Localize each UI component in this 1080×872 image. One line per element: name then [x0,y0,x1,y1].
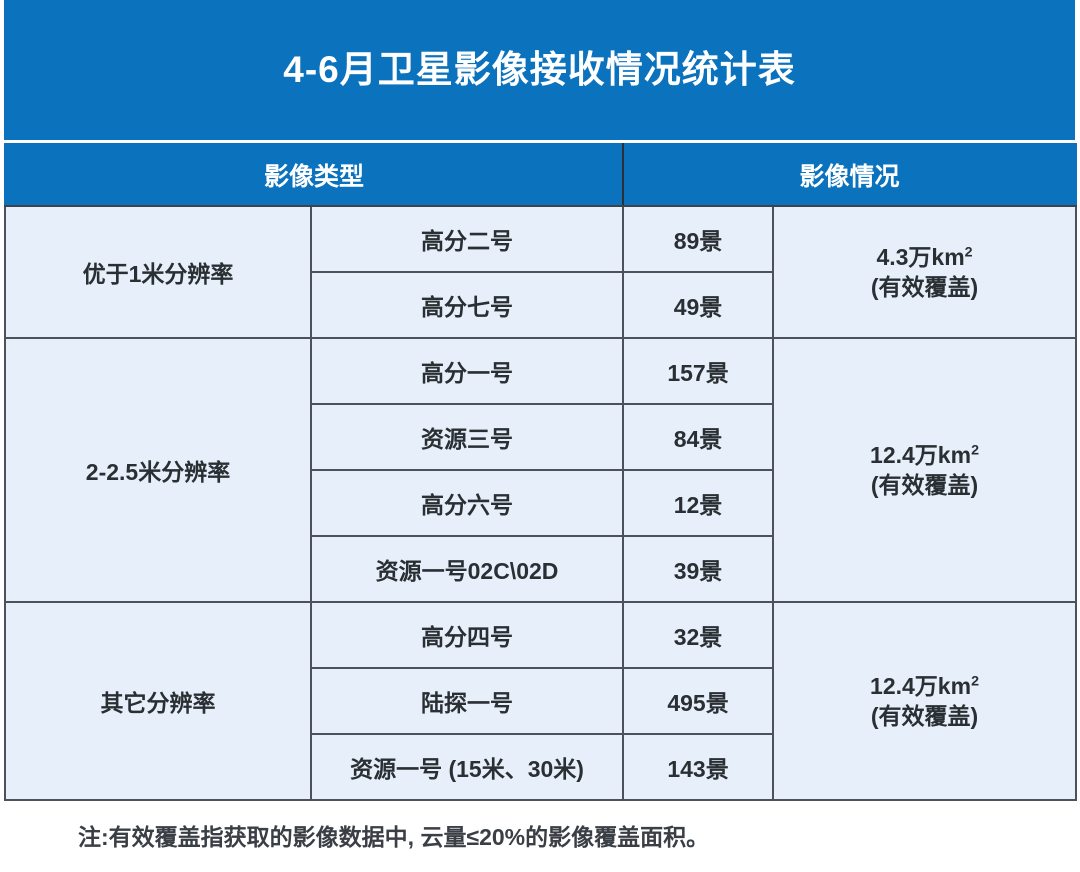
group-type-label: 2-2.5米分辨率 [4,337,312,603]
satellite-name: 资源三号 [309,403,625,471]
scene-count: 32景 [622,601,775,669]
scene-count: 49景 [622,271,775,339]
satellite-name: 高分七号 [309,271,625,339]
coverage-area-note: (有效覆盖) [870,472,979,498]
column-header-image-type: 影像类型 [3,143,625,207]
area-exponent: 2 [971,672,979,689]
coverage-area-note: (有效覆盖) [870,274,979,300]
scene-count: 495景 [622,667,775,735]
table-row: 优于1米分辨率 高分二号 89景 4.3万km2 (有效覆盖) [4,205,1078,339]
scene-count: 84景 [622,403,775,471]
title-banner: 4-6月卫星影像接收情况统计表 [4,0,1075,140]
coverage-area-cell: 12.4万km2 (有效覆盖) [772,601,1078,801]
group-type-label: 其它分辨率 [4,601,312,801]
coverage-area-value: 4.3万km2 [876,243,973,270]
coverage-area-cell: 4.3万km2 (有效覆盖) [772,205,1078,339]
scene-count: 39景 [622,535,775,603]
group-type-label: 优于1米分辨率 [4,205,312,339]
coverage-area-cell: 12.4万km2 (有效覆盖) [772,337,1078,603]
coverage-area-value: 12.4万km2 [870,441,979,468]
coverage-area-value: 12.4万km2 [870,672,979,699]
satellite-name: 高分六号 [309,469,625,537]
table-row: 其它分辨率 高分四号 32景 12.4万km2 (有效覆盖) [4,601,1078,801]
area-exponent: 2 [971,441,979,458]
page-title: 4-6月卫星影像接收情况统计表 [283,48,796,90]
scene-count: 143景 [622,733,775,801]
satellite-name: 资源一号02C\02D [309,535,625,603]
coverage-area-note: (有效覆盖) [870,703,979,729]
area-exponent: 2 [964,243,973,260]
scene-count: 157景 [622,337,775,405]
satellite-imagery-table: 影像类型 影像情况 优于1米分辨率 高分二号 89景 4.3万km2 (有效覆盖… [3,143,1078,801]
table-header: 影像类型 影像情况 [3,143,1078,207]
table-row: 资源一号 (15米、30米) 143景 [5,733,1076,801]
satellite-name: 高分四号 [309,601,625,669]
table-row: 2-2.5米分辨率 高分一号 157景 12.4万km2 (有效覆盖) [4,337,1078,603]
satellite-name: 高分一号 [309,337,625,405]
table-row: 高分六号 12景 [5,469,1076,537]
table-body: 优于1米分辨率 高分二号 89景 4.3万km2 (有效覆盖) 高分七号 49景… [4,205,1078,801]
table-row: 资源三号 84景 [5,403,1076,471]
satellite-name: 陆探一号 [309,667,625,735]
satellite-name: 资源一号 (15米、30米) [309,733,625,801]
table-row: 高分七号 49景 [5,271,1076,339]
table-row: 资源一号02C\02D 39景 [5,535,1076,603]
scene-count: 89景 [622,205,775,273]
table-footnote: 注:有效覆盖指获取的影像数据中, 云量≤20%的影像覆盖面积。 [78,824,710,850]
scene-count: 12景 [622,469,775,537]
satellite-name: 高分二号 [309,205,625,273]
table-row: 陆探一号 495景 [5,667,1076,735]
table-header-row: 影像类型 影像情况 [3,143,1078,207]
column-header-image-status: 影像情况 [622,143,1078,207]
